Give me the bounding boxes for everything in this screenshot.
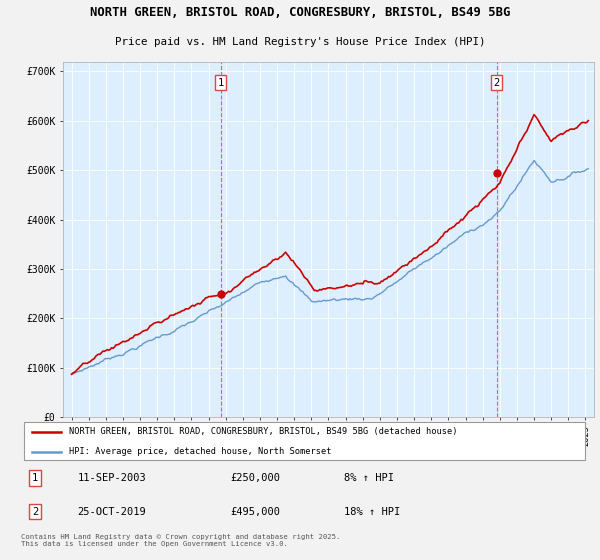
Text: NORTH GREEN, BRISTOL ROAD, CONGRESBURY, BRISTOL, BS49 5BG: NORTH GREEN, BRISTOL ROAD, CONGRESBURY, … — [90, 6, 510, 20]
Text: 11-SEP-2003: 11-SEP-2003 — [78, 473, 146, 483]
Text: 1: 1 — [32, 473, 38, 483]
Text: 18% ↑ HPI: 18% ↑ HPI — [344, 506, 400, 516]
Text: 2: 2 — [32, 506, 38, 516]
Text: Price paid vs. HM Land Registry's House Price Index (HPI): Price paid vs. HM Land Registry's House … — [115, 38, 485, 48]
Text: Contains HM Land Registry data © Crown copyright and database right 2025.
This d: Contains HM Land Registry data © Crown c… — [21, 534, 340, 547]
Text: 1: 1 — [218, 78, 224, 87]
Text: 25-OCT-2019: 25-OCT-2019 — [78, 506, 146, 516]
Text: 8% ↑ HPI: 8% ↑ HPI — [344, 473, 394, 483]
Text: HPI: Average price, detached house, North Somerset: HPI: Average price, detached house, Nort… — [69, 447, 332, 456]
Text: £495,000: £495,000 — [231, 506, 281, 516]
Text: £250,000: £250,000 — [231, 473, 281, 483]
Text: NORTH GREEN, BRISTOL ROAD, CONGRESBURY, BRISTOL, BS49 5BG (detached house): NORTH GREEN, BRISTOL ROAD, CONGRESBURY, … — [69, 427, 458, 436]
Text: 2: 2 — [494, 78, 500, 87]
